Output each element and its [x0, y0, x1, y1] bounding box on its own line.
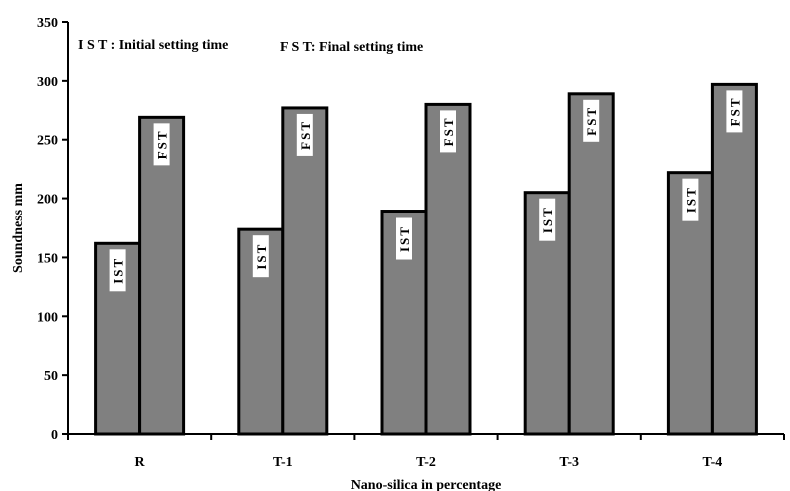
y-tick-label: 50	[44, 369, 58, 384]
y-axis-title: Soundness mm	[11, 183, 26, 273]
y-tick-label: 250	[37, 134, 58, 149]
bar-label-ist: IST	[540, 206, 555, 233]
y-tick-label: 0	[51, 428, 58, 443]
bar-label-box	[583, 99, 600, 142]
bar-label-box	[109, 249, 126, 292]
bar-label-ist: IST	[254, 243, 269, 270]
bar-label-fst: FST	[584, 106, 599, 136]
bar-fst-t-3	[567, 92, 615, 436]
bar-label-fst: FST	[441, 116, 456, 146]
y-tick-label: 150	[37, 251, 58, 266]
bar-fst-t-1	[281, 106, 329, 436]
y-ticks-layer: 0 50 100 150 200 250 300 350	[37, 16, 68, 443]
x-tick-label-t-3: T-3	[559, 455, 579, 470]
x-tick-label-t-2: T-2	[416, 455, 436, 470]
bar-label-ist: IST	[397, 225, 412, 252]
bar-fst-t-2	[424, 102, 472, 436]
bar-label-box	[396, 217, 412, 260]
bar-fst-t-4	[710, 82, 758, 436]
bar-label-box	[539, 198, 556, 241]
y-tick-label: 300	[37, 75, 58, 90]
bar-label-box	[296, 113, 313, 156]
bar-label-fst: FST	[155, 129, 170, 159]
bar-label-box	[153, 123, 170, 166]
y-tick-label: 100	[37, 310, 58, 325]
bar-label-fst: FST	[298, 120, 313, 150]
x-axis-title: Nano-silica in percentage	[351, 478, 502, 491]
y-tick-label: 200	[37, 193, 58, 208]
x-tick-label-r: R	[135, 455, 146, 470]
x-ticks-layer: R T-1 T-2 T-3 T-4	[67, 434, 785, 470]
bars-layer: IST FST IST FST IST FST IST FST IST FST	[94, 82, 758, 436]
bar-label-fst: FST	[727, 96, 742, 126]
bar-label-box	[682, 178, 699, 221]
bar-label-box	[440, 110, 456, 153]
bar-label-box	[252, 235, 269, 278]
x-tick-label-t-1: T-1	[273, 455, 293, 470]
x-tick-label-t-4: T-4	[703, 455, 723, 470]
y-tick-label: 350	[37, 16, 58, 31]
bar-label-ist: IST	[683, 186, 698, 213]
bar-label-ist: IST	[111, 257, 126, 284]
legend-note-fst: F S T: Final setting time	[280, 40, 423, 55]
bar-label-box	[726, 90, 743, 133]
legend-note-ist: I S T : Initial setting time	[78, 38, 228, 53]
